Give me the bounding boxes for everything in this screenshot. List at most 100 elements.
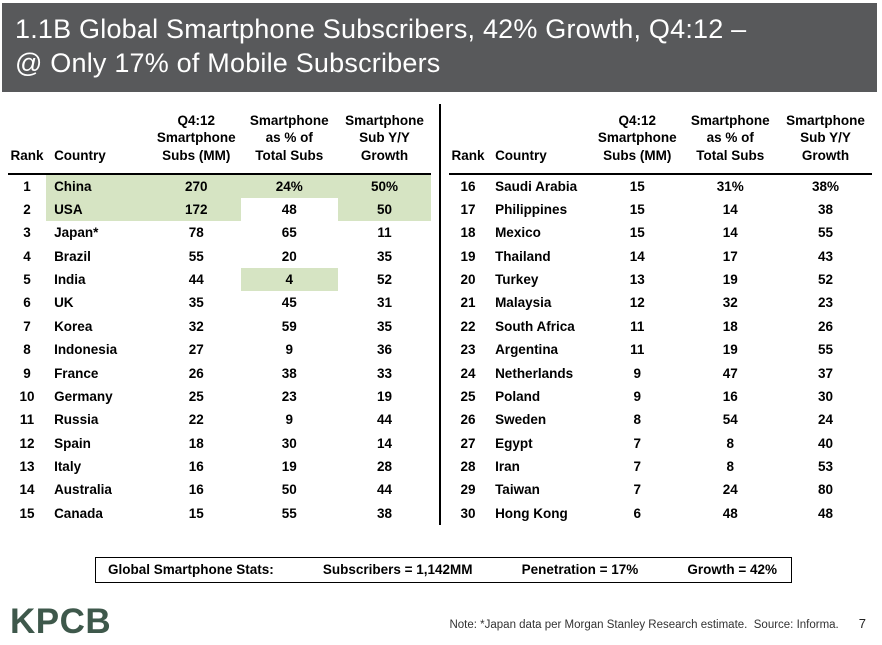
table-row: 3 Japan* 78 65 11 — [8, 221, 431, 244]
slide-title-line2: @ Only 17% of Mobile Subscribers — [15, 48, 441, 79]
cell-rank: 1 — [23, 178, 31, 194]
cell-rank: 16 — [460, 178, 476, 194]
cell-pct: 32 — [722, 295, 738, 311]
cell-rank: 8 — [23, 342, 31, 358]
cell-pct: 18 — [722, 318, 738, 334]
cell-rank: 29 — [460, 482, 476, 498]
cell-subs: 18 — [188, 435, 204, 451]
cell-rank: 28 — [460, 459, 476, 475]
cell-subs: 78 — [188, 225, 204, 241]
table-row: 21 Malaysia 12 32 23 — [449, 291, 872, 314]
cell-subs: 172 — [151, 197, 241, 221]
cell-country: Philippines — [495, 201, 568, 217]
col-header-rank: Rank — [8, 103, 47, 176]
cell-pct: 8 — [726, 435, 735, 451]
cell-rank: 9 — [23, 365, 31, 381]
page-number: 7 — [858, 616, 866, 631]
cell-pct: 19 — [722, 342, 738, 358]
col-header-country: Country — [46, 103, 152, 176]
cell-rank: 5 — [23, 271, 31, 287]
cell-subs: 25 — [188, 388, 204, 404]
table-header-row: Rank Country Q4:12 Smartphone Subs (MM) … — [8, 103, 431, 176]
cell-growth: 31 — [376, 295, 392, 311]
table-header-row: Rank Country Q4:12 Smartphone Subs (MM) … — [449, 103, 872, 176]
cell-country: South Africa — [495, 318, 575, 334]
subscribers-table-ranks-1-15: Rank Country Q4:12 Smartphone Subs (MM) … — [8, 103, 431, 526]
cell-country: UK — [54, 295, 74, 311]
table-row: 23 Argentina 11 19 55 — [449, 338, 872, 361]
table-row: 22 South Africa 11 18 26 — [449, 315, 872, 338]
cell-growth: 38 — [376, 505, 392, 521]
cell-country: Malaysia — [495, 295, 552, 311]
cell-growth: 14 — [376, 435, 392, 451]
cell-subs: 12 — [629, 295, 645, 311]
cell-country: Russia — [54, 412, 99, 428]
cell-growth: 55 — [817, 225, 833, 241]
table-row: 9 France 26 38 33 — [8, 361, 431, 384]
cell-growth: 35 — [376, 248, 392, 264]
cell-subs: 15 — [188, 505, 204, 521]
table-divider — [439, 103, 441, 526]
cell-pct: 65 — [281, 225, 297, 241]
cell-subs: 11 — [630, 318, 645, 334]
cell-pct: 14 — [722, 201, 738, 217]
cell-growth: 26 — [817, 318, 833, 334]
stats-label: Global Smartphone Stats: — [108, 562, 274, 578]
cell-pct: 31% — [716, 178, 744, 194]
cell-subs: 14 — [629, 248, 645, 264]
cell-rank: 14 — [19, 482, 35, 498]
cell-growth: 24 — [817, 412, 833, 428]
cell-pct: 19 — [281, 459, 297, 475]
cell-rank: 24 — [460, 365, 476, 381]
table-row: 17 Philippines 15 14 38 — [449, 198, 872, 221]
cell-subs: 15 — [629, 178, 645, 194]
kpcb-logo: KPCB — [10, 602, 112, 641]
cell-country: Canada — [54, 505, 103, 521]
cell-growth: 38% — [811, 178, 839, 194]
cell-country: Taiwan — [495, 482, 540, 498]
cell-country: Japan* — [54, 225, 99, 241]
stats-bar: Global Smartphone Stats: Subscribers = 1… — [95, 557, 792, 584]
table-row: 8 Indonesia 27 9 36 — [8, 338, 431, 361]
cell-country: Poland — [495, 388, 541, 404]
footer: KPCB Note: *Japan data per Morgan Stanle… — [0, 604, 882, 643]
cell-pct: 9 — [285, 412, 294, 428]
cell-subs: 15 — [629, 201, 645, 217]
table-row: 7 Korea 32 59 35 — [8, 315, 431, 338]
cell-subs: 6 — [633, 505, 641, 521]
cell-rank: 18 — [460, 225, 476, 241]
cell-growth: 53 — [817, 459, 833, 475]
cell-pct: 16 — [722, 388, 738, 404]
cell-rank: 7 — [23, 318, 31, 334]
cell-pct: 48 — [722, 505, 738, 521]
cell-growth: 35 — [376, 318, 392, 334]
cell-country: Mexico — [495, 225, 541, 241]
cell-growth: 48 — [817, 505, 833, 521]
cell-rank: 15 — [19, 505, 35, 521]
subscribers-table-ranks-16-30: Rank Country Q4:12 Smartphone Subs (MM) … — [449, 103, 872, 526]
cell-growth: 40 — [817, 435, 833, 451]
cell-country: Italy — [54, 459, 82, 475]
slide-title-line1: 1.1B Global Smartphone Subscribers, 42% … — [15, 14, 747, 44]
cell-growth: 28 — [376, 459, 392, 475]
table-row: 19 Thailand 14 17 43 — [449, 244, 872, 267]
stats-subscribers: Subscribers = 1,142MM — [322, 562, 473, 578]
col-header-pct: Smartphone as % of Total Subs — [681, 103, 779, 176]
tables-region: Rank Country Q4:12 Smartphone Subs (MM) … — [0, 103, 882, 526]
cell-subs: 15 — [629, 225, 645, 241]
cell-country: Brazil — [54, 248, 91, 264]
cell-subs: 35 — [188, 295, 204, 311]
cell-rank: 30 — [460, 505, 476, 521]
col-header-subs: Q4:12 Smartphone Subs (MM) — [151, 103, 241, 176]
cell-growth: 36 — [376, 342, 392, 358]
cell-subs: 27 — [188, 342, 204, 358]
col-header-country: Country — [487, 103, 593, 176]
cell-rank: 17 — [460, 201, 476, 217]
col-header-pct: Smartphone as % of Total Subs — [240, 103, 338, 176]
cell-subs: 7 — [633, 482, 641, 498]
cell-growth: 50% — [337, 174, 431, 198]
table-row: 15 Canada 15 55 38 — [8, 502, 431, 525]
cell-pct: 20 — [281, 248, 297, 264]
cell-subs: 9 — [633, 365, 641, 381]
cell-country: Thailand — [495, 248, 551, 264]
